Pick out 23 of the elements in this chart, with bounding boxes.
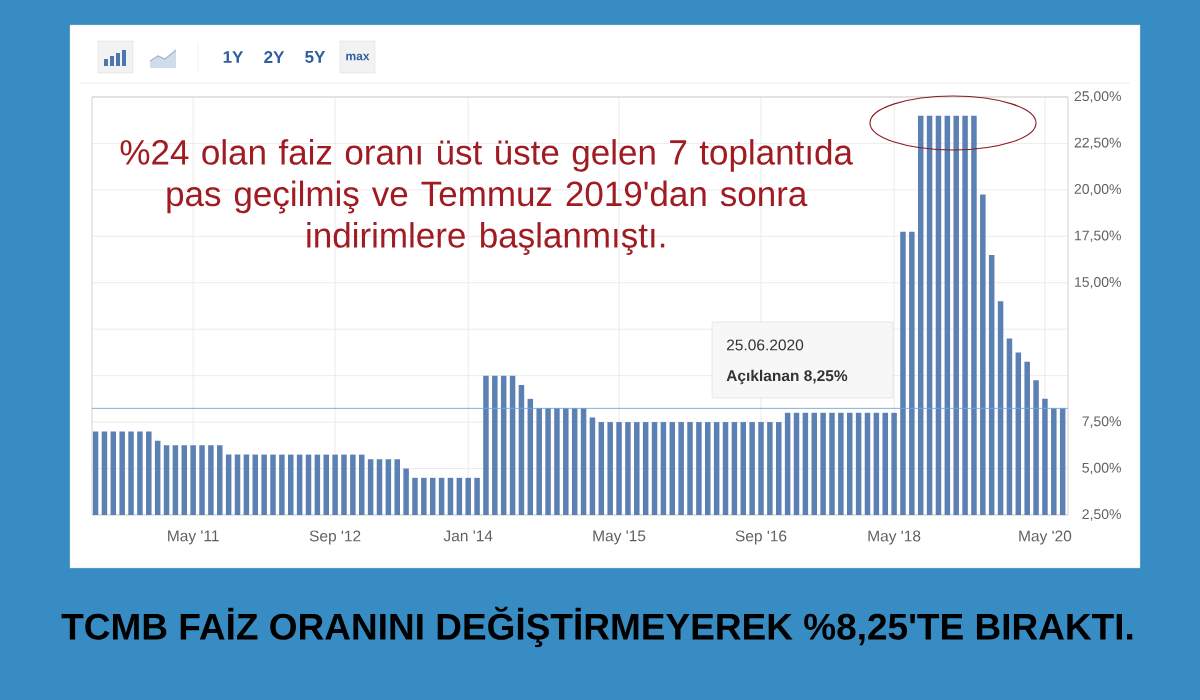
y-tick-label: 7,50% xyxy=(1082,416,1121,428)
x-tick-label: Sep '16 xyxy=(735,530,787,545)
y-tick-label: 5,00% xyxy=(1082,462,1121,475)
y-tick-label: 15,00% xyxy=(1075,276,1121,289)
x-tick-label: May '20 xyxy=(1019,530,1072,545)
y-tick-label: 17,50% xyxy=(1075,230,1121,243)
x-tick-label: Sep '12 xyxy=(309,530,361,545)
annotation: %24 olan faiz oranı üst üste gelen 7 toplantıda pas geçilmiş ve Temmuz 2019'dan sonra indirimlere başlanmıştı. xyxy=(120,139,853,255)
y-tick-label: 20,00% xyxy=(1074,184,1121,196)
text: max xyxy=(346,53,370,61)
x-tick-label: Jan '14 xyxy=(443,530,493,542)
annotation: Açıklanan 8,25% xyxy=(726,369,848,385)
text: 5Y xyxy=(305,51,326,63)
annotation: 25.06.2020 xyxy=(726,339,804,351)
text: TCMB FAİZ ORANINI DEĞİŞTİRMEYEREK %8,25'TE BIRAKTI. xyxy=(61,606,1133,648)
y-tick-label: 22,50% xyxy=(1074,137,1121,150)
x-tick-label: May '11 xyxy=(168,530,219,545)
text: 1Y xyxy=(223,51,244,63)
x-tick-label: May '15 xyxy=(593,530,646,545)
y-tick-label: 2,50% xyxy=(1082,509,1121,521)
text: 2Y xyxy=(264,51,285,63)
x-tick-label: May '18 xyxy=(868,530,921,545)
y-tick-label: 25,00% xyxy=(1074,91,1121,103)
